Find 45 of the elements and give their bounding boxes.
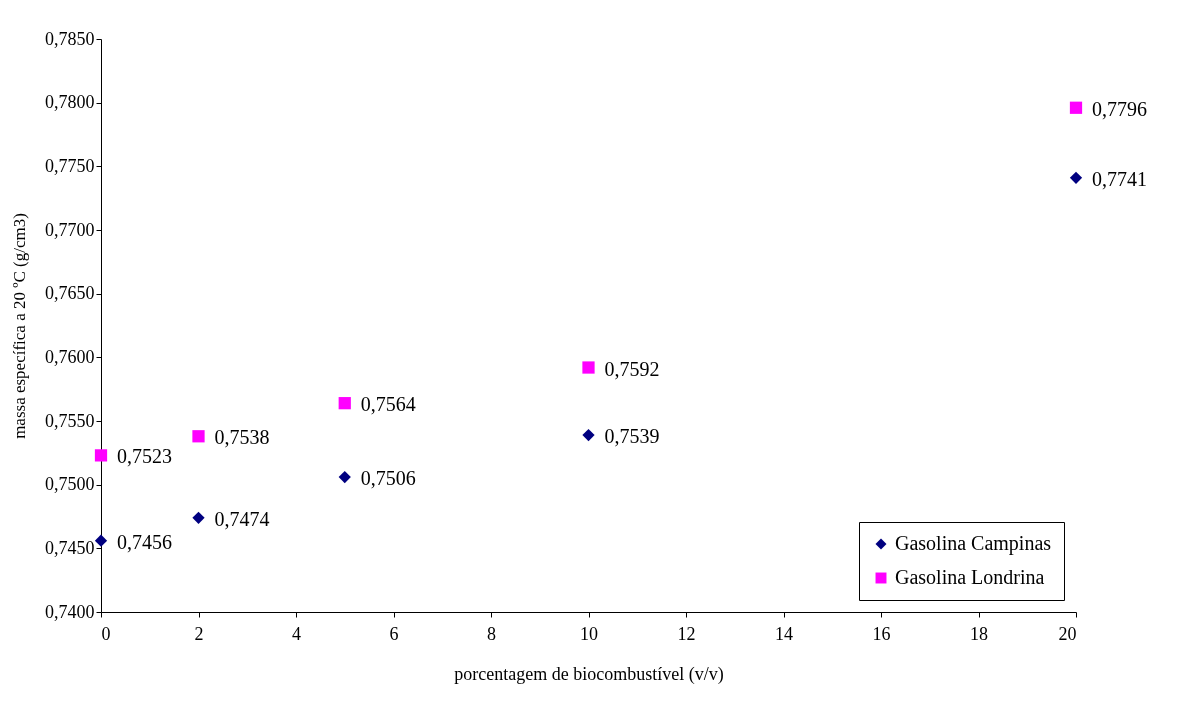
point (94, 449, 108, 462)
point (582, 428, 595, 442)
data-label: 0,7538 (214, 426, 270, 449)
x-tick-label: 4 (292, 623, 301, 644)
x-tick-label: 0 (101, 623, 111, 644)
data-label: 0,7564 (360, 393, 416, 416)
data-label: 0,7741 (1092, 167, 1147, 190)
y-tick-label: 0,7700 (45, 219, 95, 240)
point (192, 430, 205, 443)
legend-label: Gasolina Londrina (895, 566, 1045, 588)
data-label: 0,7474 (214, 507, 270, 530)
x-tick-label: 8 (487, 623, 496, 644)
y-tick-label: 0,7450 (45, 537, 95, 558)
data-label: 0,7506 (360, 467, 416, 490)
x-axis-title: porcentagem de biocombustível (v/v) (454, 663, 724, 685)
x-tick-label: 18 (970, 623, 988, 644)
data-label: 0,7539 (604, 425, 660, 448)
point (94, 534, 108, 547)
x-tick-label: 2 (194, 623, 204, 644)
y-tick-label: 0,7600 (45, 346, 95, 367)
y-tick-label: 0,7500 (45, 474, 95, 495)
data-label: 0,7456 (117, 530, 172, 553)
data-label: 0,7592 (604, 357, 660, 380)
y-tick-label: 0,7800 (45, 92, 95, 113)
legend-label: Gasolina Campinas (895, 532, 1052, 555)
x-tick-label: 10 (580, 623, 598, 644)
y-tick-label: 0,7400 (45, 601, 95, 622)
y-axis-title: massa específica a 20 ºC (g/cm3) (10, 213, 29, 439)
x-tick-label: 16 (872, 623, 891, 644)
y-tick-label: 0,7850 (45, 28, 95, 49)
data-label: 0,7796 (1092, 97, 1147, 120)
y-tick-label: 0,7550 (45, 410, 95, 431)
y-tick-label: 0,7650 (45, 283, 95, 304)
point (582, 361, 595, 374)
point (338, 470, 351, 484)
x-tick-label: 20 (1058, 623, 1077, 644)
y-tick-label: 0,7750 (45, 155, 95, 176)
point (192, 511, 205, 524)
x-tick-label: 14 (775, 623, 793, 644)
point (338, 397, 351, 410)
point (1069, 171, 1083, 184)
x-tick-label: 12 (677, 623, 696, 644)
data-label: 0,7523 (117, 445, 172, 468)
x-tick-label: 6 (389, 623, 399, 644)
point (1069, 101, 1083, 114)
